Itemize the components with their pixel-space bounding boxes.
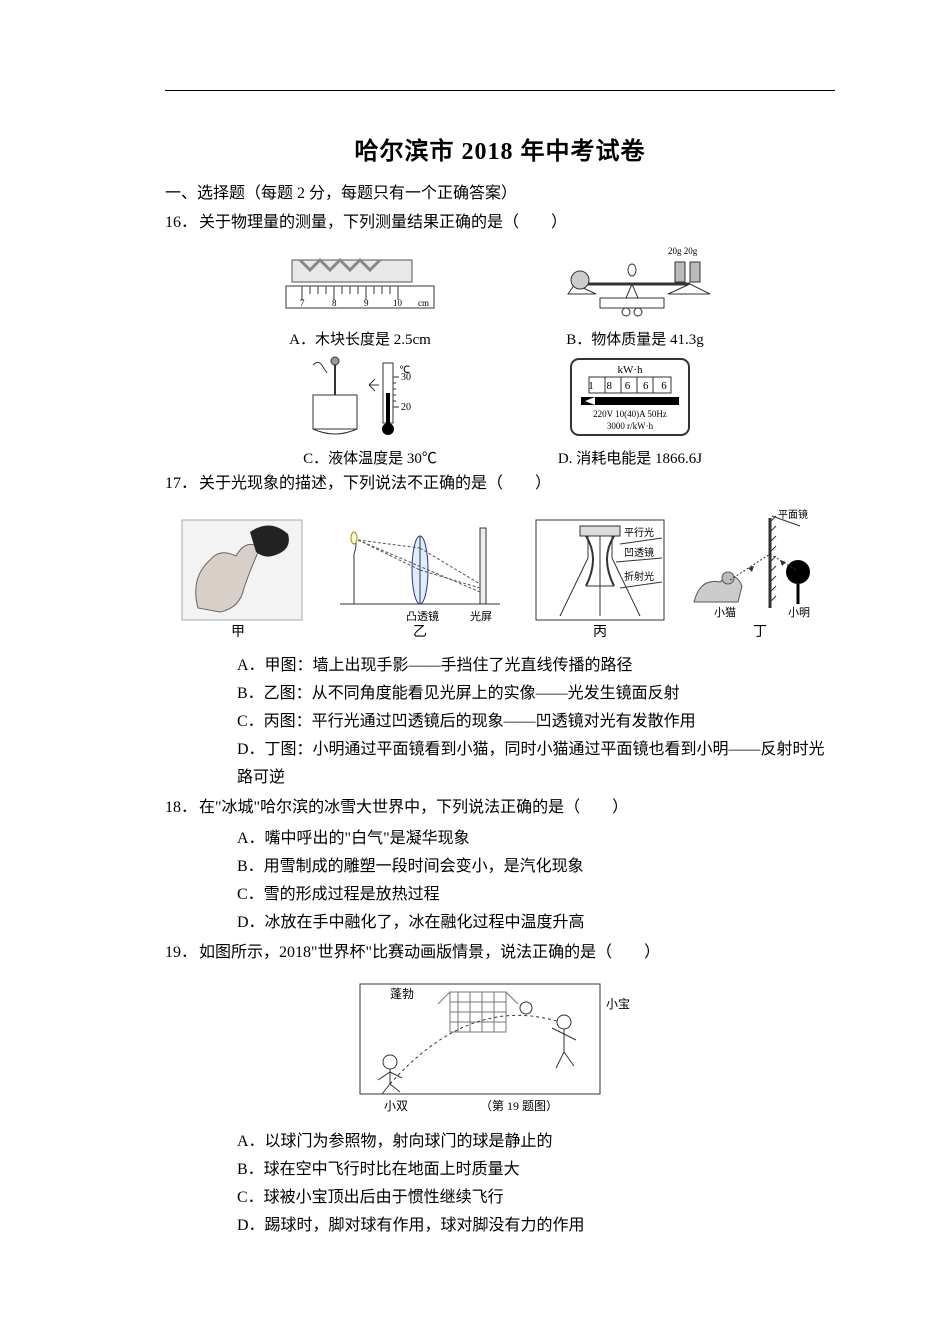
q16-stem: 16．关于物理量的测量，下列测量结果正确的是（ ） <box>165 209 835 236</box>
q16-row-cd: ℃ 30 20 C．液体温度是 30℃ kW·h 1 8 6 6 6 <box>165 355 835 468</box>
q18-stem: 18．在"冰城"哈尔滨的冰雪大世界中，下列说法正确的是（ ） <box>165 794 835 821</box>
ruler-10: 10 <box>393 298 403 308</box>
q16-d-caption: D. 消耗电能是 1866.6J <box>558 447 702 468</box>
q17-screen-label: 光屏 <box>470 609 492 623</box>
q18-opt-b: B．用雪制成的雕塑一段时间会变小，是汽化现象 <box>237 853 835 881</box>
q19-bottom-left-label: 小双 <box>384 1099 408 1113</box>
ruler-9: 9 <box>364 298 369 308</box>
q17-number: 17． <box>165 470 199 497</box>
q17-opt-b: B．乙图：从不同角度能看见光屏上的实像——光发生镜面反射 <box>237 680 835 708</box>
q18-text: 在"冰城"哈尔滨的冰雪大世界中，下列说法正确的是（ ） <box>199 799 628 816</box>
q19-number: 19． <box>165 939 199 966</box>
page: 哈尔滨市 2018 年中考试卷 一、选择题（每题 2 分，每题只有一个正确答案）… <box>0 0 945 1280</box>
electric-meter-icon: kW·h 1 8 6 6 6 220V 10(40)A 50Hz 3000 r/… <box>555 355 705 441</box>
q19-stem: 19．如图所示，2018"世界杯"比赛动画版情景，说法正确的是（ ） <box>165 939 835 966</box>
q17-label-jia: 甲 <box>231 625 245 640</box>
meter-reading: 1 8 6 6 6 <box>588 380 672 392</box>
q19-opt-c: C．球被小宝顶出后由于惯性继续飞行 <box>237 1184 835 1212</box>
q17-text: 关于光现象的描述，下列说法不正确的是（ ） <box>199 475 551 492</box>
q17-options: A．甲图：墙上出现手影——手挡住了光直线传播的路径 B．乙图：从不同角度能看见光… <box>237 652 835 792</box>
section-heading: 一、选择题（每题 2 分，每题只有一个正确答案） <box>165 180 835 207</box>
q19-opt-d: D．踢球时，脚对球有作用，球对脚没有力的作用 <box>237 1212 835 1240</box>
q19-figure: 蓬勃 小宝 <box>165 974 835 1124</box>
meter-spec2: 3000 r/kW·h <box>607 421 654 431</box>
q19-opt-a: A．以球门为参照物，射向球门的球是静止的 <box>237 1128 835 1156</box>
q17-ming-label: 小明 <box>788 606 810 619</box>
exam-title: 哈尔滨市 2018 年中考试卷 <box>165 131 835 166</box>
q17-cat-label: 小猫 <box>714 606 736 619</box>
q16-opt-d: kW·h 1 8 6 6 6 220V 10(40)A 50Hz 3000 r/… <box>555 355 705 468</box>
thermo-30: 30 <box>401 372 411 383</box>
q17-opt-a: A．甲图：墙上出现手影——手挡住了光直线传播的路径 <box>237 652 835 680</box>
balance-icon: 20g 20g <box>550 242 720 322</box>
q19-opt-b: B．球在空中飞行时比在地面上时质量大 <box>237 1156 835 1184</box>
q18-number: 18． <box>165 794 199 821</box>
meter-unit: kW·h <box>617 364 643 376</box>
q17-mirror-label: 平面镜 <box>778 508 808 521</box>
q16-b-caption: B．物体质量是 41.3g <box>566 328 704 349</box>
thermo-20: 20 <box>401 402 411 413</box>
q18-opt-c: C．雪的形成过程是放热过程 <box>237 881 835 909</box>
q18-options: A．嘴中呼出的"白气"是凝华现象 B．用雪制成的雕塑一段时间会变小，是汽化现象 … <box>237 825 835 937</box>
q18-opt-a: A．嘴中呼出的"白气"是凝华现象 <box>237 825 835 853</box>
q17-refract-label: 折射光 <box>624 570 654 583</box>
q16-text: 关于物理量的测量，下列测量结果正确的是（ ） <box>199 214 567 231</box>
q17-figure-row: 甲 凸透镜 光屏 乙 <box>165 508 835 648</box>
q16-number: 16． <box>165 209 199 236</box>
thermometer-icon: ℃ 30 20 <box>295 355 445 441</box>
q17-convex-label: 凸透镜 <box>406 609 439 623</box>
q17-parallel-label: 平行光 <box>624 526 654 539</box>
q18-opt-d: D．冰放在手中融化了，冰在融化过程中温度升高 <box>237 909 835 937</box>
q16-a-caption: A．木块长度是 2.5cm <box>289 328 431 349</box>
q19-right-label: 小宝 <box>606 997 630 1011</box>
ruler-cm: cm <box>418 298 429 308</box>
top-rule <box>165 90 835 91</box>
q19-text: 如图所示，2018"世界杯"比赛动画版情景，说法正确的是（ ） <box>199 944 660 961</box>
q17-opt-d: D．丁图：小明通过平面镜看到小猫，同时小猫通过平面镜也看到小明——反射时光路可逆 <box>237 736 835 792</box>
q17-combined-figure: 甲 凸透镜 光屏 乙 <box>180 508 820 648</box>
ruler-icon: 7 8 9 10 cm <box>280 250 440 322</box>
q17-label-yi: 乙 <box>413 624 427 640</box>
q17-concave-label: 凹透镜 <box>624 546 654 559</box>
meter-spec1: 220V 10(40)A 50Hz <box>593 409 667 419</box>
q17-opt-c: C．丙图：平行光通过凹透镜后的现象——凹透镜对光有发散作用 <box>237 708 835 736</box>
balance-weights: 20g 20g <box>668 246 698 256</box>
q16-opt-a: 7 8 9 10 cm A．木块长度是 2.5cm <box>280 250 440 349</box>
q19-options: A．以球门为参照物，射向球门的球是静止的 B．球在空中飞行时比在地面上时质量大 … <box>237 1128 835 1240</box>
q16-opt-b: 20g 20g B．物体质量是 41.3g <box>550 242 720 349</box>
ruler-8: 8 <box>332 298 337 308</box>
q17-label-bing: 丙 <box>593 625 607 640</box>
q17-stem: 17．关于光现象的描述，下列说法不正确的是（ ） <box>165 470 835 497</box>
q19-caption: （第 19 题图） <box>480 1099 558 1113</box>
ruler-7: 7 <box>300 298 305 308</box>
q16-opt-c: ℃ 30 20 C．液体温度是 30℃ <box>295 355 445 468</box>
q16-row-ab: 7 8 9 10 cm A．木块长度是 2.5cm 20g 20g <box>165 242 835 349</box>
soccer-scene-icon: 蓬勃 小宝 <box>350 974 650 1124</box>
q17-label-ding: 丁 <box>753 625 767 640</box>
q16-c-caption: C．液体温度是 30℃ <box>303 447 437 468</box>
q19-left-label: 蓬勃 <box>390 987 414 1001</box>
